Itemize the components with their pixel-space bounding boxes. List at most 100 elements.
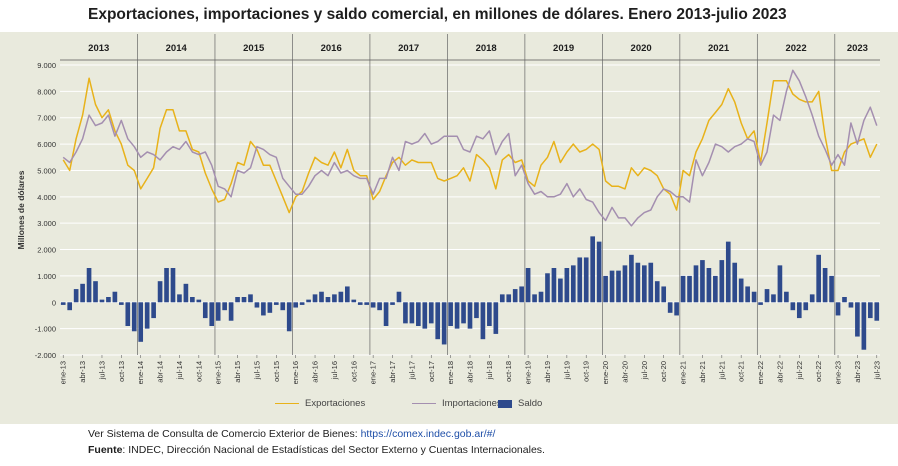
saldo-bar bbox=[60, 302, 66, 305]
year-label: 2014 bbox=[166, 43, 188, 54]
year-label: 2017 bbox=[398, 43, 419, 54]
saldo-bar bbox=[583, 257, 589, 303]
x-tick-label: ene-21 bbox=[679, 361, 688, 384]
saldo-bar bbox=[616, 270, 621, 303]
saldo-bar bbox=[416, 302, 421, 326]
saldo-bar bbox=[325, 297, 331, 303]
saldo-bar bbox=[280, 302, 286, 311]
x-tick-label: jul-19 bbox=[562, 361, 571, 380]
exportaciones-line bbox=[62, 77, 878, 214]
x-tick-label: jul-17 bbox=[407, 361, 416, 380]
y-tick-label: 3.000 bbox=[37, 219, 56, 228]
saldo-bar bbox=[493, 302, 499, 334]
saldo-bar bbox=[106, 297, 111, 303]
saldo-bar bbox=[661, 286, 667, 303]
saldo-bar bbox=[693, 265, 699, 303]
saldo-bar bbox=[622, 265, 628, 303]
saldo-bar bbox=[680, 275, 686, 303]
saldo-bar bbox=[848, 302, 854, 308]
saldo-bar bbox=[835, 302, 841, 316]
saldo-bar bbox=[551, 268, 557, 303]
x-tick-label: abr-13 bbox=[78, 361, 87, 383]
saldo-bar bbox=[67, 302, 73, 311]
x-tick-label: abr-16 bbox=[311, 361, 320, 383]
x-tick-label: abr-21 bbox=[698, 361, 707, 383]
x-tick-label: oct-14 bbox=[194, 361, 203, 382]
saldo-bar bbox=[151, 302, 156, 319]
legend-swatch-import bbox=[412, 403, 436, 404]
x-tick-label: abr-14 bbox=[156, 361, 165, 383]
x-tick-label: jul-18 bbox=[485, 361, 494, 380]
saldo-bar bbox=[777, 265, 783, 303]
saldo-bar bbox=[293, 302, 298, 308]
saldo-bar bbox=[829, 275, 834, 303]
saldo-bar bbox=[403, 302, 408, 324]
saldo-bar bbox=[261, 302, 266, 316]
saldo-bar bbox=[396, 291, 402, 303]
x-tick-label: abr-23 bbox=[853, 361, 862, 383]
saldo-bar bbox=[519, 286, 524, 303]
saldo-bar bbox=[480, 302, 486, 340]
x-tick-label: oct-15 bbox=[272, 361, 281, 382]
legend-label-saldo: Saldo bbox=[518, 398, 543, 409]
saldo-bar bbox=[190, 297, 195, 303]
saldo-bar bbox=[487, 302, 492, 326]
saldo-bar bbox=[222, 302, 227, 311]
saldo-bar bbox=[370, 302, 376, 308]
saldo-bar bbox=[448, 302, 453, 326]
x-tick-label: ene-19 bbox=[524, 361, 533, 384]
saldo-bar bbox=[131, 302, 137, 332]
x-tick-label: jul-20 bbox=[640, 361, 649, 380]
saldo-bar bbox=[499, 294, 505, 303]
x-tick-label: ene-14 bbox=[136, 361, 145, 384]
saldo-bar bbox=[725, 241, 731, 303]
saldo-bar bbox=[170, 268, 176, 303]
saldo-bar bbox=[99, 299, 105, 303]
x-tick-label: ene-13 bbox=[59, 361, 68, 384]
legend-label-export: Exportaciones bbox=[305, 398, 366, 409]
saldo-bar bbox=[248, 294, 253, 303]
source-link[interactable]: https://comex.indec.gob.ar/#/ bbox=[360, 428, 496, 440]
y-tick-label: 6.000 bbox=[37, 140, 56, 149]
saldo-bar bbox=[267, 302, 273, 313]
saldo-bar bbox=[603, 275, 608, 303]
year-label: 2022 bbox=[785, 43, 806, 54]
x-tick-label: abr-22 bbox=[775, 361, 784, 383]
saldo-bar bbox=[687, 275, 692, 303]
saldo-bar bbox=[390, 302, 395, 305]
saldo-bar bbox=[674, 302, 679, 316]
saldo-bar bbox=[377, 302, 382, 311]
chart-title: Exportaciones, importaciones y saldo com… bbox=[88, 6, 787, 23]
year-label: 2020 bbox=[631, 43, 652, 54]
saldo-bar bbox=[364, 302, 370, 305]
saldo-bar bbox=[706, 268, 712, 303]
year-label: 2018 bbox=[476, 43, 497, 54]
x-tick-label: jul-22 bbox=[795, 361, 804, 380]
saldo-bar bbox=[209, 302, 215, 326]
y-tick-label: -1.000 bbox=[35, 325, 56, 334]
saldo-bar bbox=[545, 273, 550, 303]
legend-label-import: Importaciones bbox=[442, 398, 502, 409]
saldo-bar bbox=[235, 297, 240, 303]
saldo-bar bbox=[183, 283, 189, 303]
saldo-bar bbox=[700, 260, 705, 303]
x-tick-label: ene-15 bbox=[214, 361, 223, 384]
saldo-bar bbox=[138, 302, 144, 342]
saldo-bar bbox=[441, 302, 447, 345]
saldo-bar bbox=[506, 294, 512, 303]
y-axis-label: Millones de dólares bbox=[16, 170, 26, 249]
saldo-bar bbox=[719, 260, 725, 303]
saldo-bar bbox=[855, 302, 860, 337]
saldo-bar bbox=[157, 281, 163, 303]
saldo-bar bbox=[254, 302, 260, 308]
saldo-bar bbox=[93, 281, 98, 303]
saldo-bar bbox=[177, 294, 182, 303]
year-label: 2021 bbox=[708, 43, 730, 54]
saldo-bar bbox=[532, 294, 537, 303]
saldo-bar bbox=[338, 291, 344, 303]
saldo-bar bbox=[577, 257, 583, 303]
saldo-bar bbox=[119, 302, 124, 305]
saldo-bar bbox=[357, 302, 363, 305]
saldo-bar bbox=[764, 289, 770, 303]
x-tick-label: ene-22 bbox=[756, 361, 765, 384]
